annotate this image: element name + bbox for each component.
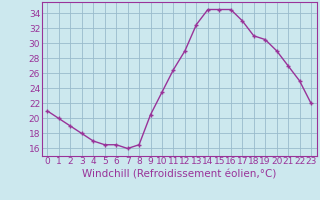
X-axis label: Windchill (Refroidissement éolien,°C): Windchill (Refroidissement éolien,°C) bbox=[82, 169, 276, 179]
